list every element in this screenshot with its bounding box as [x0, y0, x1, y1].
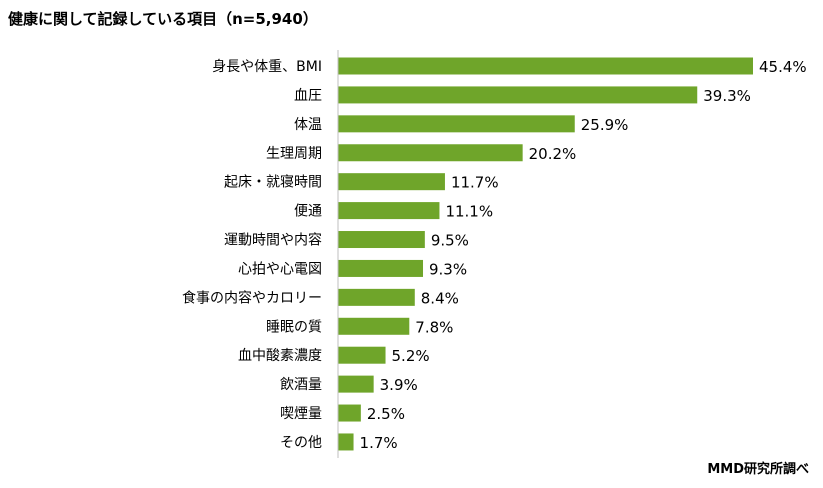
bar — [338, 173, 445, 191]
value-label: 25.9% — [581, 116, 629, 134]
value-label: 2.5% — [367, 405, 405, 423]
value-label: 20.2% — [529, 145, 577, 163]
bar — [338, 288, 415, 306]
category-label: 生理周期 — [266, 146, 322, 162]
bar — [338, 202, 440, 220]
bar — [338, 57, 753, 75]
bars-layer — [338, 57, 753, 451]
chart-title: 健康に関して記録している項目（n=5,940） — [8, 10, 318, 28]
bar — [338, 346, 386, 364]
bar — [338, 144, 523, 162]
value-label: 8.4% — [421, 289, 459, 307]
bar — [338, 317, 410, 335]
category-label: 喫煙量 — [280, 406, 322, 422]
value-label: 9.5% — [431, 232, 469, 250]
value-label: 9.3% — [429, 260, 467, 278]
value-label: 39.3% — [703, 87, 751, 105]
bar — [338, 115, 575, 133]
category-label: 睡眠の質 — [266, 319, 322, 335]
bar — [338, 404, 361, 422]
category-label: 血圧 — [294, 88, 322, 104]
category-label: 身長や体重、BMI — [212, 59, 322, 75]
bar — [338, 259, 424, 277]
bar — [338, 433, 354, 451]
value-label: 45.4% — [759, 58, 807, 76]
category-label: その他 — [280, 435, 322, 451]
value-label: 5.2% — [392, 347, 430, 365]
value-label: 11.7% — [451, 174, 499, 192]
bar — [338, 86, 698, 104]
category-label: 体温 — [294, 117, 322, 133]
value-label: 11.1% — [445, 203, 493, 221]
value-label: 1.7% — [360, 434, 398, 452]
bar — [338, 231, 425, 249]
category-label: 運動時間や内容 — [224, 232, 322, 249]
category-label: 飲酒量 — [280, 377, 322, 393]
category-label: 便通 — [294, 204, 322, 220]
value-label: 3.9% — [380, 376, 418, 394]
category-label: 心拍や心電図 — [238, 261, 322, 277]
category-label: 血中酸素濃度 — [238, 348, 322, 364]
labels-layer: 身長や体重、BMI 45.4% 血圧 39.3% 体温 25.9% 生理周期 20.2% 起床・… — [182, 58, 807, 452]
source-note: MMD研究所調べ — [707, 462, 809, 477]
category-label: 食事の内容やカロリー — [182, 289, 322, 306]
bar — [338, 375, 374, 393]
value-label: 7.8% — [415, 318, 453, 336]
category-label: 起床・就寝時間 — [224, 174, 322, 191]
